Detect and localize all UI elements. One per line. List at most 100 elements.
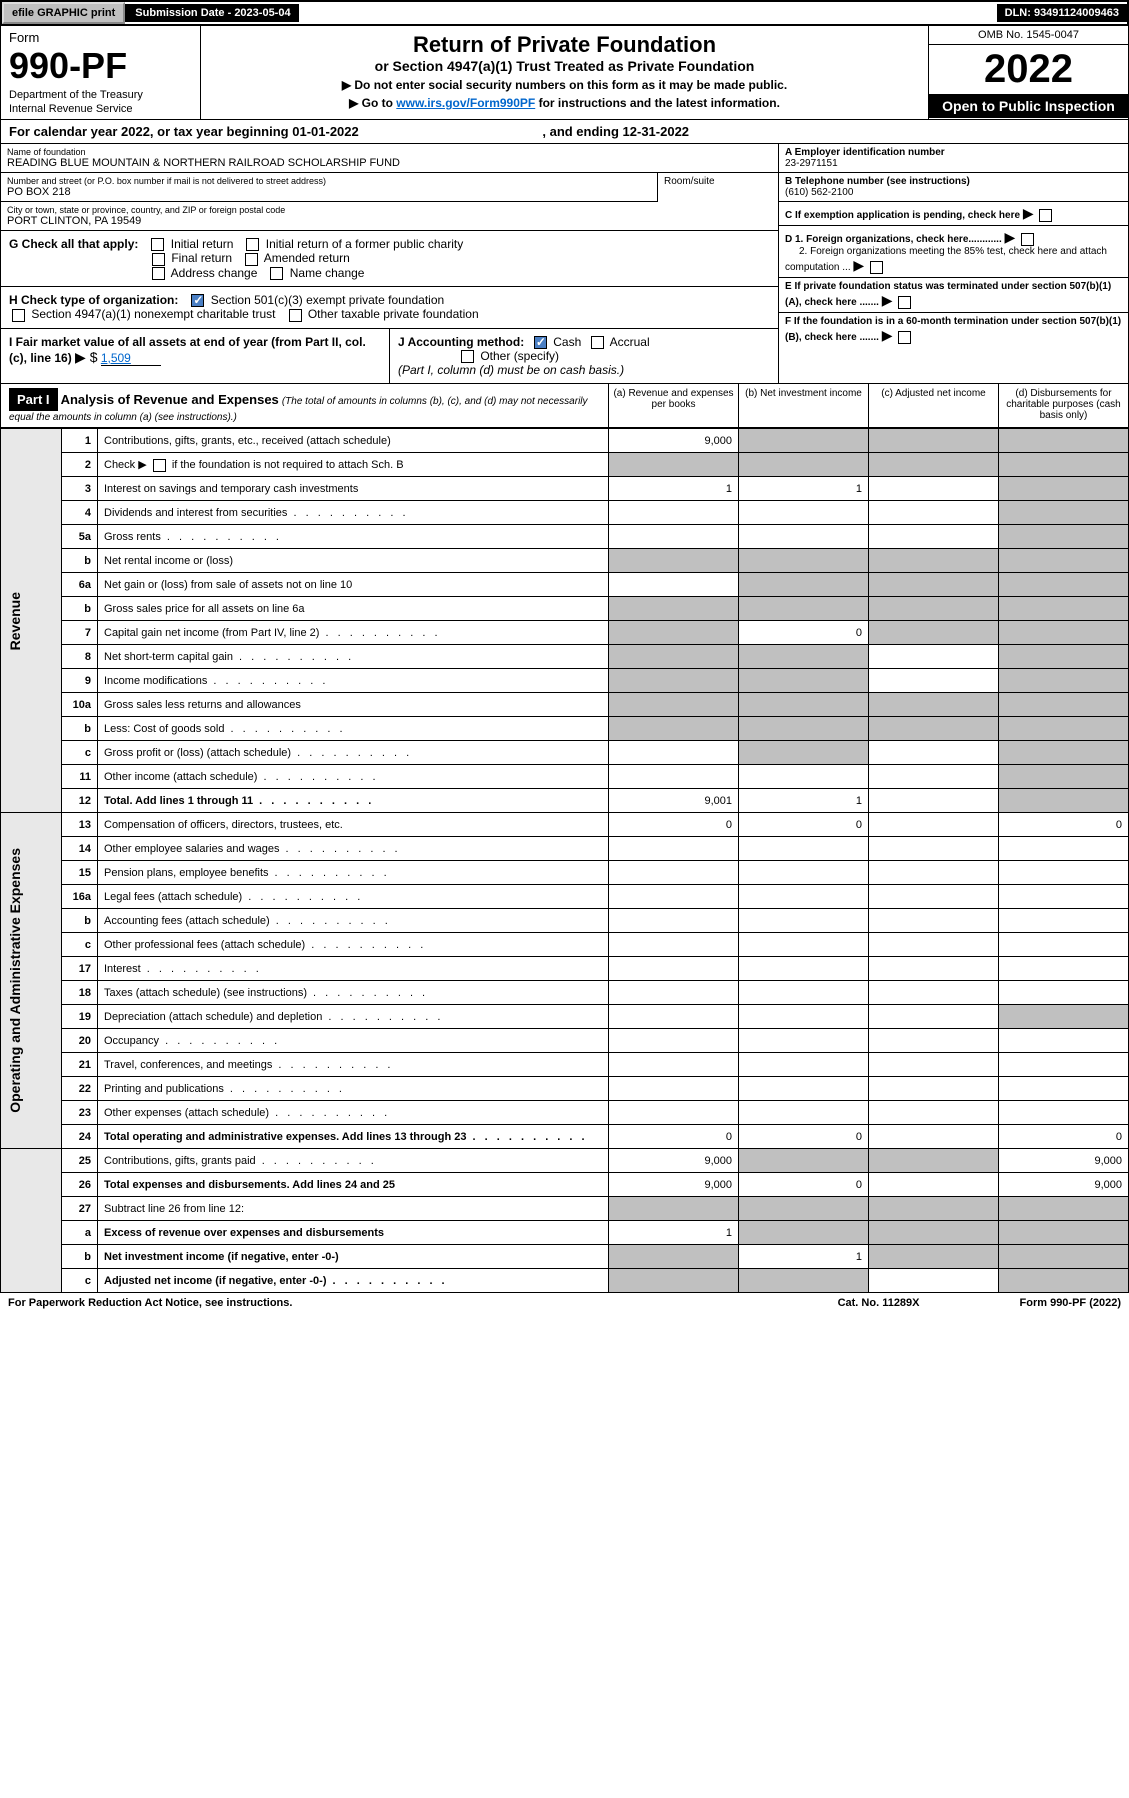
- address-change-checkbox[interactable]: [152, 267, 165, 280]
- accrual-checkbox[interactable]: [591, 336, 604, 349]
- table-row: 7 Capital gain net income (from Part IV,…: [1, 621, 1129, 645]
- irs-link[interactable]: www.irs.gov/Form990PF: [396, 96, 535, 110]
- initial-former-checkbox[interactable]: [246, 238, 259, 251]
- row-desc: Gross profit or (loss) (attach schedule): [98, 741, 609, 765]
- table-row: 27Subtract line 26 from line 12:: [1, 1197, 1129, 1221]
- cell-shade: [739, 741, 869, 765]
- row-desc: Pension plans, employee benefits: [98, 861, 609, 885]
- row-num: 3: [62, 477, 98, 501]
- cell: [739, 525, 869, 549]
- r26-d: 9,000: [999, 1173, 1129, 1197]
- g-label: G Check all that apply:: [9, 237, 138, 251]
- cell-shade: [609, 645, 739, 669]
- cell-shade: [869, 621, 999, 645]
- part1-title: Analysis of Revenue and Expenses: [61, 392, 279, 407]
- cell: [609, 741, 739, 765]
- cell: [739, 885, 869, 909]
- cell-shade: [869, 597, 999, 621]
- row-num: 21: [62, 1053, 98, 1077]
- d2-label: 2. Foreign organizations meeting the 85%…: [785, 246, 1107, 273]
- foreign-org-checkbox[interactable]: [1021, 233, 1034, 246]
- cell: [869, 933, 999, 957]
- cell-shade: [869, 693, 999, 717]
- table-row: bAccounting fees (attach schedule): [1, 909, 1129, 933]
- cell: [609, 573, 739, 597]
- entity-info-grid: Name of foundation READING BLUE MOUNTAIN…: [0, 144, 1129, 384]
- exemption-pending-checkbox[interactable]: [1039, 209, 1052, 222]
- tax-year: 2022: [929, 45, 1128, 94]
- row-num: 2: [62, 453, 98, 477]
- table-row: 24Total operating and administrative exp…: [1, 1125, 1129, 1149]
- i-label: I Fair market value of all assets at end…: [9, 335, 366, 365]
- row-desc: Income modifications: [98, 669, 609, 693]
- 4947-checkbox[interactable]: [12, 309, 25, 322]
- row-desc: Travel, conferences, and meetings: [98, 1053, 609, 1077]
- cell: [739, 765, 869, 789]
- table-row: 10a Gross sales less returns and allowan…: [1, 693, 1129, 717]
- cell: [999, 837, 1129, 861]
- row-num: c: [62, 933, 98, 957]
- row-desc: Capital gain net income (from Part IV, l…: [98, 621, 609, 645]
- fmv-value[interactable]: 1,509: [101, 351, 161, 366]
- foreign-85-checkbox[interactable]: [870, 261, 883, 274]
- sch-b-checkbox[interactable]: [153, 459, 166, 472]
- j-label: J Accounting method:: [398, 335, 524, 349]
- table-row: 14Other employee salaries and wages: [1, 837, 1129, 861]
- cell: [739, 861, 869, 885]
- cell-shade: [739, 597, 869, 621]
- table-row: 2 Check ▶ if the foundation is not requi…: [1, 453, 1129, 477]
- row-num: 11: [62, 765, 98, 789]
- row-desc: Contributions, gifts, grants paid: [98, 1149, 609, 1173]
- form-note-1: ▶ Do not enter social security numbers o…: [207, 78, 922, 92]
- row-num: 20: [62, 1029, 98, 1053]
- footer-cat: Cat. No. 11289X: [838, 1297, 920, 1309]
- address-value: PO BOX 218: [7, 186, 651, 198]
- initial-return-checkbox[interactable]: [151, 238, 164, 251]
- r1-a: 9,000: [609, 429, 739, 453]
- row-desc: Gross rents: [98, 525, 609, 549]
- other-taxable-checkbox[interactable]: [289, 309, 302, 322]
- row-desc: Less: Cost of goods sold: [98, 717, 609, 741]
- status-terminated-checkbox[interactable]: [898, 296, 911, 309]
- cell: [999, 933, 1129, 957]
- cell: [999, 909, 1129, 933]
- r25-d: 9,000: [999, 1149, 1129, 1173]
- table-row: 5a Gross rents: [1, 525, 1129, 549]
- 60-month-checkbox[interactable]: [898, 331, 911, 344]
- r3-b: 1: [739, 477, 869, 501]
- part1-label: Part I: [9, 388, 58, 411]
- form-header: Form 990-PF Department of the Treasury I…: [0, 26, 1129, 120]
- cell-shade: [609, 453, 739, 477]
- other-method-checkbox[interactable]: [461, 350, 474, 363]
- calyear-mid: , and ending: [542, 124, 622, 139]
- table-row: c Gross profit or (loss) (attach schedul…: [1, 741, 1129, 765]
- 501c3-checkbox[interactable]: [191, 294, 204, 307]
- cell: [869, 1053, 999, 1077]
- address-label: Number and street (or P.O. box number if…: [7, 176, 651, 186]
- cell-shade: [739, 669, 869, 693]
- table-row: 21Travel, conferences, and meetings: [1, 1053, 1129, 1077]
- dept-irs: Internal Revenue Service: [9, 103, 192, 115]
- row-num: 6a: [62, 573, 98, 597]
- cell: [739, 1053, 869, 1077]
- r13-d: 0: [999, 813, 1129, 837]
- foundation-name-cell: Name of foundation READING BLUE MOUNTAIN…: [1, 144, 778, 173]
- final-return-checkbox[interactable]: [152, 253, 165, 266]
- amended-return-checkbox[interactable]: [245, 253, 258, 266]
- calyear-end: 12-31-2022: [623, 124, 690, 139]
- cash-checkbox[interactable]: [534, 336, 547, 349]
- row-num: 14: [62, 837, 98, 861]
- table-row: 12 Total. Add lines 1 through 11 9,0011: [1, 789, 1129, 813]
- form-number: 990-PF: [9, 45, 192, 87]
- dept-treasury: Department of the Treasury: [9, 89, 192, 101]
- row-desc: Interest: [98, 957, 609, 981]
- cell-shade: [999, 669, 1129, 693]
- cell: [739, 909, 869, 933]
- efile-print-button[interactable]: efile GRAPHIC print: [2, 2, 125, 24]
- row-desc: Other income (attach schedule): [98, 765, 609, 789]
- cell-shade: [999, 549, 1129, 573]
- cell: [999, 1029, 1129, 1053]
- row-desc: Excess of revenue over expenses and disb…: [98, 1221, 609, 1245]
- calendar-year-row: For calendar year 2022, or tax year begi…: [0, 120, 1129, 144]
- name-change-checkbox[interactable]: [270, 267, 283, 280]
